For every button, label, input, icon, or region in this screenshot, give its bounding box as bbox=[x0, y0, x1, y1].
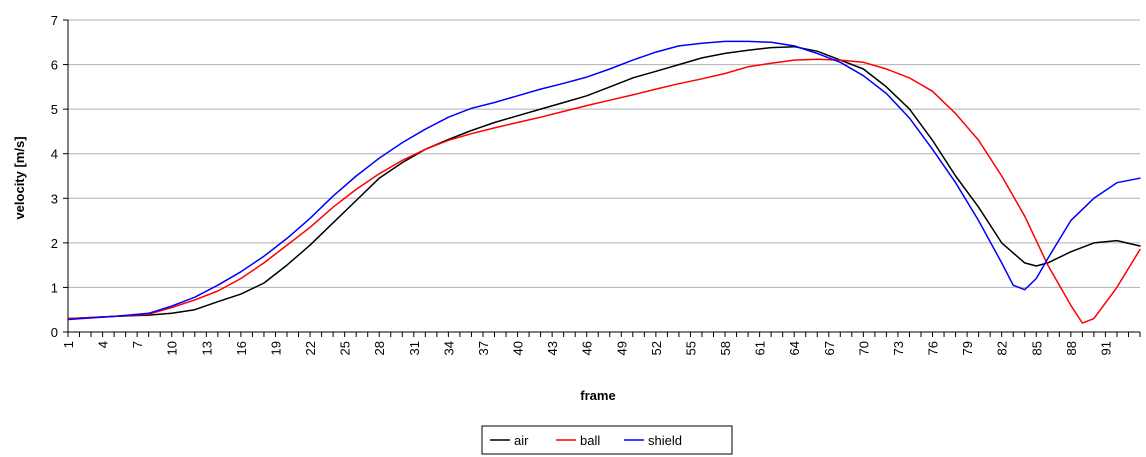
x-tick-label: 64 bbox=[787, 341, 802, 355]
y-tick-label: 1 bbox=[51, 280, 58, 295]
x-tick-label: 46 bbox=[580, 341, 595, 355]
x-tick-label: 16 bbox=[234, 341, 249, 355]
legend-label-air: air bbox=[514, 433, 529, 448]
x-tick-label: 91 bbox=[1098, 341, 1113, 355]
series-line-shield bbox=[67, 40, 1141, 321]
x-tick-label: 25 bbox=[338, 341, 353, 355]
x-tick-label: 67 bbox=[822, 341, 837, 355]
series-lines bbox=[67, 40, 1141, 324]
legend-box bbox=[481, 425, 733, 455]
y-tick-label: 2 bbox=[51, 236, 58, 251]
x-tick-label: 79 bbox=[960, 341, 975, 355]
y-tick-label: 7 bbox=[51, 13, 58, 28]
series-line-air bbox=[67, 45, 1141, 320]
axes bbox=[63, 19, 1141, 337]
x-tick-label: 22 bbox=[303, 341, 318, 355]
x-tick-label: 58 bbox=[718, 341, 733, 355]
x-tick-label: 40 bbox=[511, 341, 526, 355]
x-tick-label: 73 bbox=[891, 341, 906, 355]
x-tick-label: 70 bbox=[856, 341, 871, 355]
x-tick-label: 13 bbox=[199, 341, 214, 355]
y-tick-label: 3 bbox=[51, 191, 58, 206]
gridlines bbox=[68, 19, 1140, 288]
x-tick-label: 7 bbox=[130, 341, 145, 348]
x-tick-label: 34 bbox=[441, 341, 456, 355]
y-tick-label: 0 bbox=[51, 325, 58, 340]
x-tick-labels: 1 4 7 10 13 16 19 22 25 28 31 34 37 40 43 46 49 52 55 58 61 6… bbox=[61, 341, 1113, 355]
x-tick-label: 88 bbox=[1064, 341, 1079, 355]
x-tick-label: 61 bbox=[753, 341, 768, 355]
legend: air ball shield bbox=[481, 425, 733, 455]
y-axis-title: velocity [m/s] bbox=[12, 136, 27, 219]
x-tick-label: 76 bbox=[926, 341, 941, 355]
x-tick-label: 49 bbox=[614, 341, 629, 355]
series-line-ball bbox=[67, 58, 1141, 324]
x-tick-label: 85 bbox=[1029, 341, 1044, 355]
y-tick-label: 6 bbox=[51, 58, 58, 73]
x-tick-label: 4 bbox=[96, 341, 111, 348]
x-tick-label: 31 bbox=[407, 341, 422, 355]
x-tick-label: 37 bbox=[476, 341, 491, 355]
x-tick-label: 1 bbox=[61, 341, 76, 348]
x-tick-label: 52 bbox=[649, 341, 664, 355]
y-tick-label: 4 bbox=[51, 147, 58, 162]
x-tick-label: 19 bbox=[268, 341, 283, 355]
x-tick-label: 10 bbox=[165, 341, 180, 355]
x-tick-label: 43 bbox=[545, 341, 560, 355]
x-axis-title: frame bbox=[580, 388, 615, 403]
x-tick-label: 82 bbox=[995, 341, 1010, 355]
legend-label-shield: shield bbox=[648, 433, 682, 448]
x-tick-label: 55 bbox=[683, 341, 698, 355]
x-tick-label: 28 bbox=[372, 341, 387, 355]
y-tick-labels: 0 1 2 3 4 5 6 7 bbox=[51, 13, 58, 340]
y-tick-label: 5 bbox=[51, 102, 58, 117]
legend-label-ball: ball bbox=[580, 433, 600, 448]
